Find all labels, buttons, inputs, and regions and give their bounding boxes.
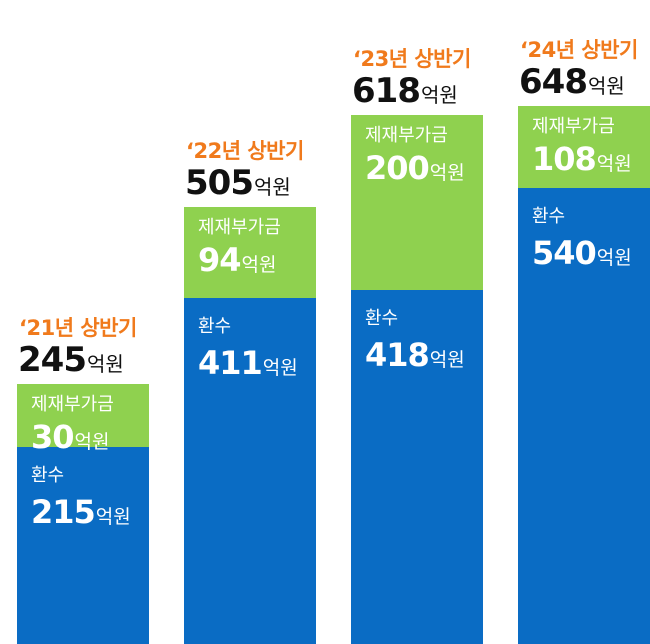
total-label-3-unit: 억원	[420, 83, 458, 107]
total-label-4-unit: 억원	[587, 74, 625, 98]
period-label-4: ‘24년 상반기	[520, 38, 638, 62]
refund-value: 215억원	[31, 493, 149, 531]
bar-refund-1: 환수 215억원	[17, 447, 149, 644]
surcharge-value-number: 108	[532, 140, 597, 178]
surcharge-label: 제재부가금	[31, 394, 114, 415]
surcharge-label: 제재부가금	[365, 125, 448, 146]
refund-value-number: 411	[198, 344, 263, 382]
surcharge-value: 200억원	[365, 149, 483, 187]
bar-surcharge-4: 제재부가금 108억원	[518, 106, 650, 188]
surcharge-value-unit: 억원	[241, 254, 277, 276]
refund-label: 환수	[365, 308, 399, 329]
bar-refund-2: 환수 411억원	[184, 298, 316, 644]
period-label-3: ‘23년 상반기	[353, 47, 471, 71]
surcharge-value-number: 94	[198, 241, 242, 279]
refund-value: 411억원	[198, 344, 316, 382]
surcharge-value: 108억원	[532, 140, 650, 178]
surcharge-value-unit: 억원	[429, 162, 465, 184]
period-label-2: ‘22년 상반기	[186, 139, 304, 163]
surcharge-value-number: 200	[365, 149, 430, 187]
refund-value-number: 418	[365, 336, 430, 374]
total-label-2: 505억원	[185, 163, 291, 203]
refund-value-unit: 억원	[262, 357, 298, 379]
refund-value: 540억원	[532, 234, 650, 272]
surcharge-value-unit: 억원	[596, 153, 632, 175]
bar-surcharge-3: 제재부가금 200억원	[351, 115, 483, 290]
total-label-3: 618억원	[352, 71, 458, 111]
refund-value: 418억원	[365, 336, 483, 374]
bar-refund-3: 환수 418억원	[351, 290, 483, 644]
refund-value-number: 215	[31, 493, 96, 531]
refund-label: 환수	[198, 316, 232, 337]
surcharge-value: 94억원	[198, 241, 316, 279]
surcharge-label: 제재부가금	[532, 116, 615, 137]
surcharge-label: 제재부가금	[198, 217, 281, 238]
refund-value-unit: 억원	[596, 247, 632, 269]
refund-value-unit: 억원	[429, 349, 465, 371]
total-label-1-unit: 억원	[86, 352, 124, 376]
total-label-4-number: 648	[519, 62, 588, 102]
surcharge-value: 30억원	[31, 418, 149, 456]
total-label-4: 648억원	[519, 62, 625, 102]
refund-label: 환수	[31, 465, 65, 486]
total-label-2-number: 505	[185, 163, 254, 203]
total-label-1-number: 245	[18, 340, 87, 380]
total-label-1: 245억원	[18, 340, 124, 380]
total-label-3-number: 618	[352, 71, 421, 111]
surcharge-value-number: 30	[31, 418, 75, 456]
bar-surcharge-2: 제재부가금 94억원	[184, 207, 316, 298]
total-label-2-unit: 억원	[253, 175, 291, 199]
period-label-1: ‘21년 상반기	[19, 316, 137, 340]
bar-surcharge-1: 제재부가금 30억원	[17, 384, 149, 456]
bar-refund-4: 환수 540억원	[518, 188, 650, 644]
refund-value-unit: 억원	[95, 506, 131, 528]
refund-label: 환수	[532, 206, 566, 227]
refund-value-number: 540	[532, 234, 597, 272]
surcharge-value-unit: 억원	[74, 431, 110, 453]
